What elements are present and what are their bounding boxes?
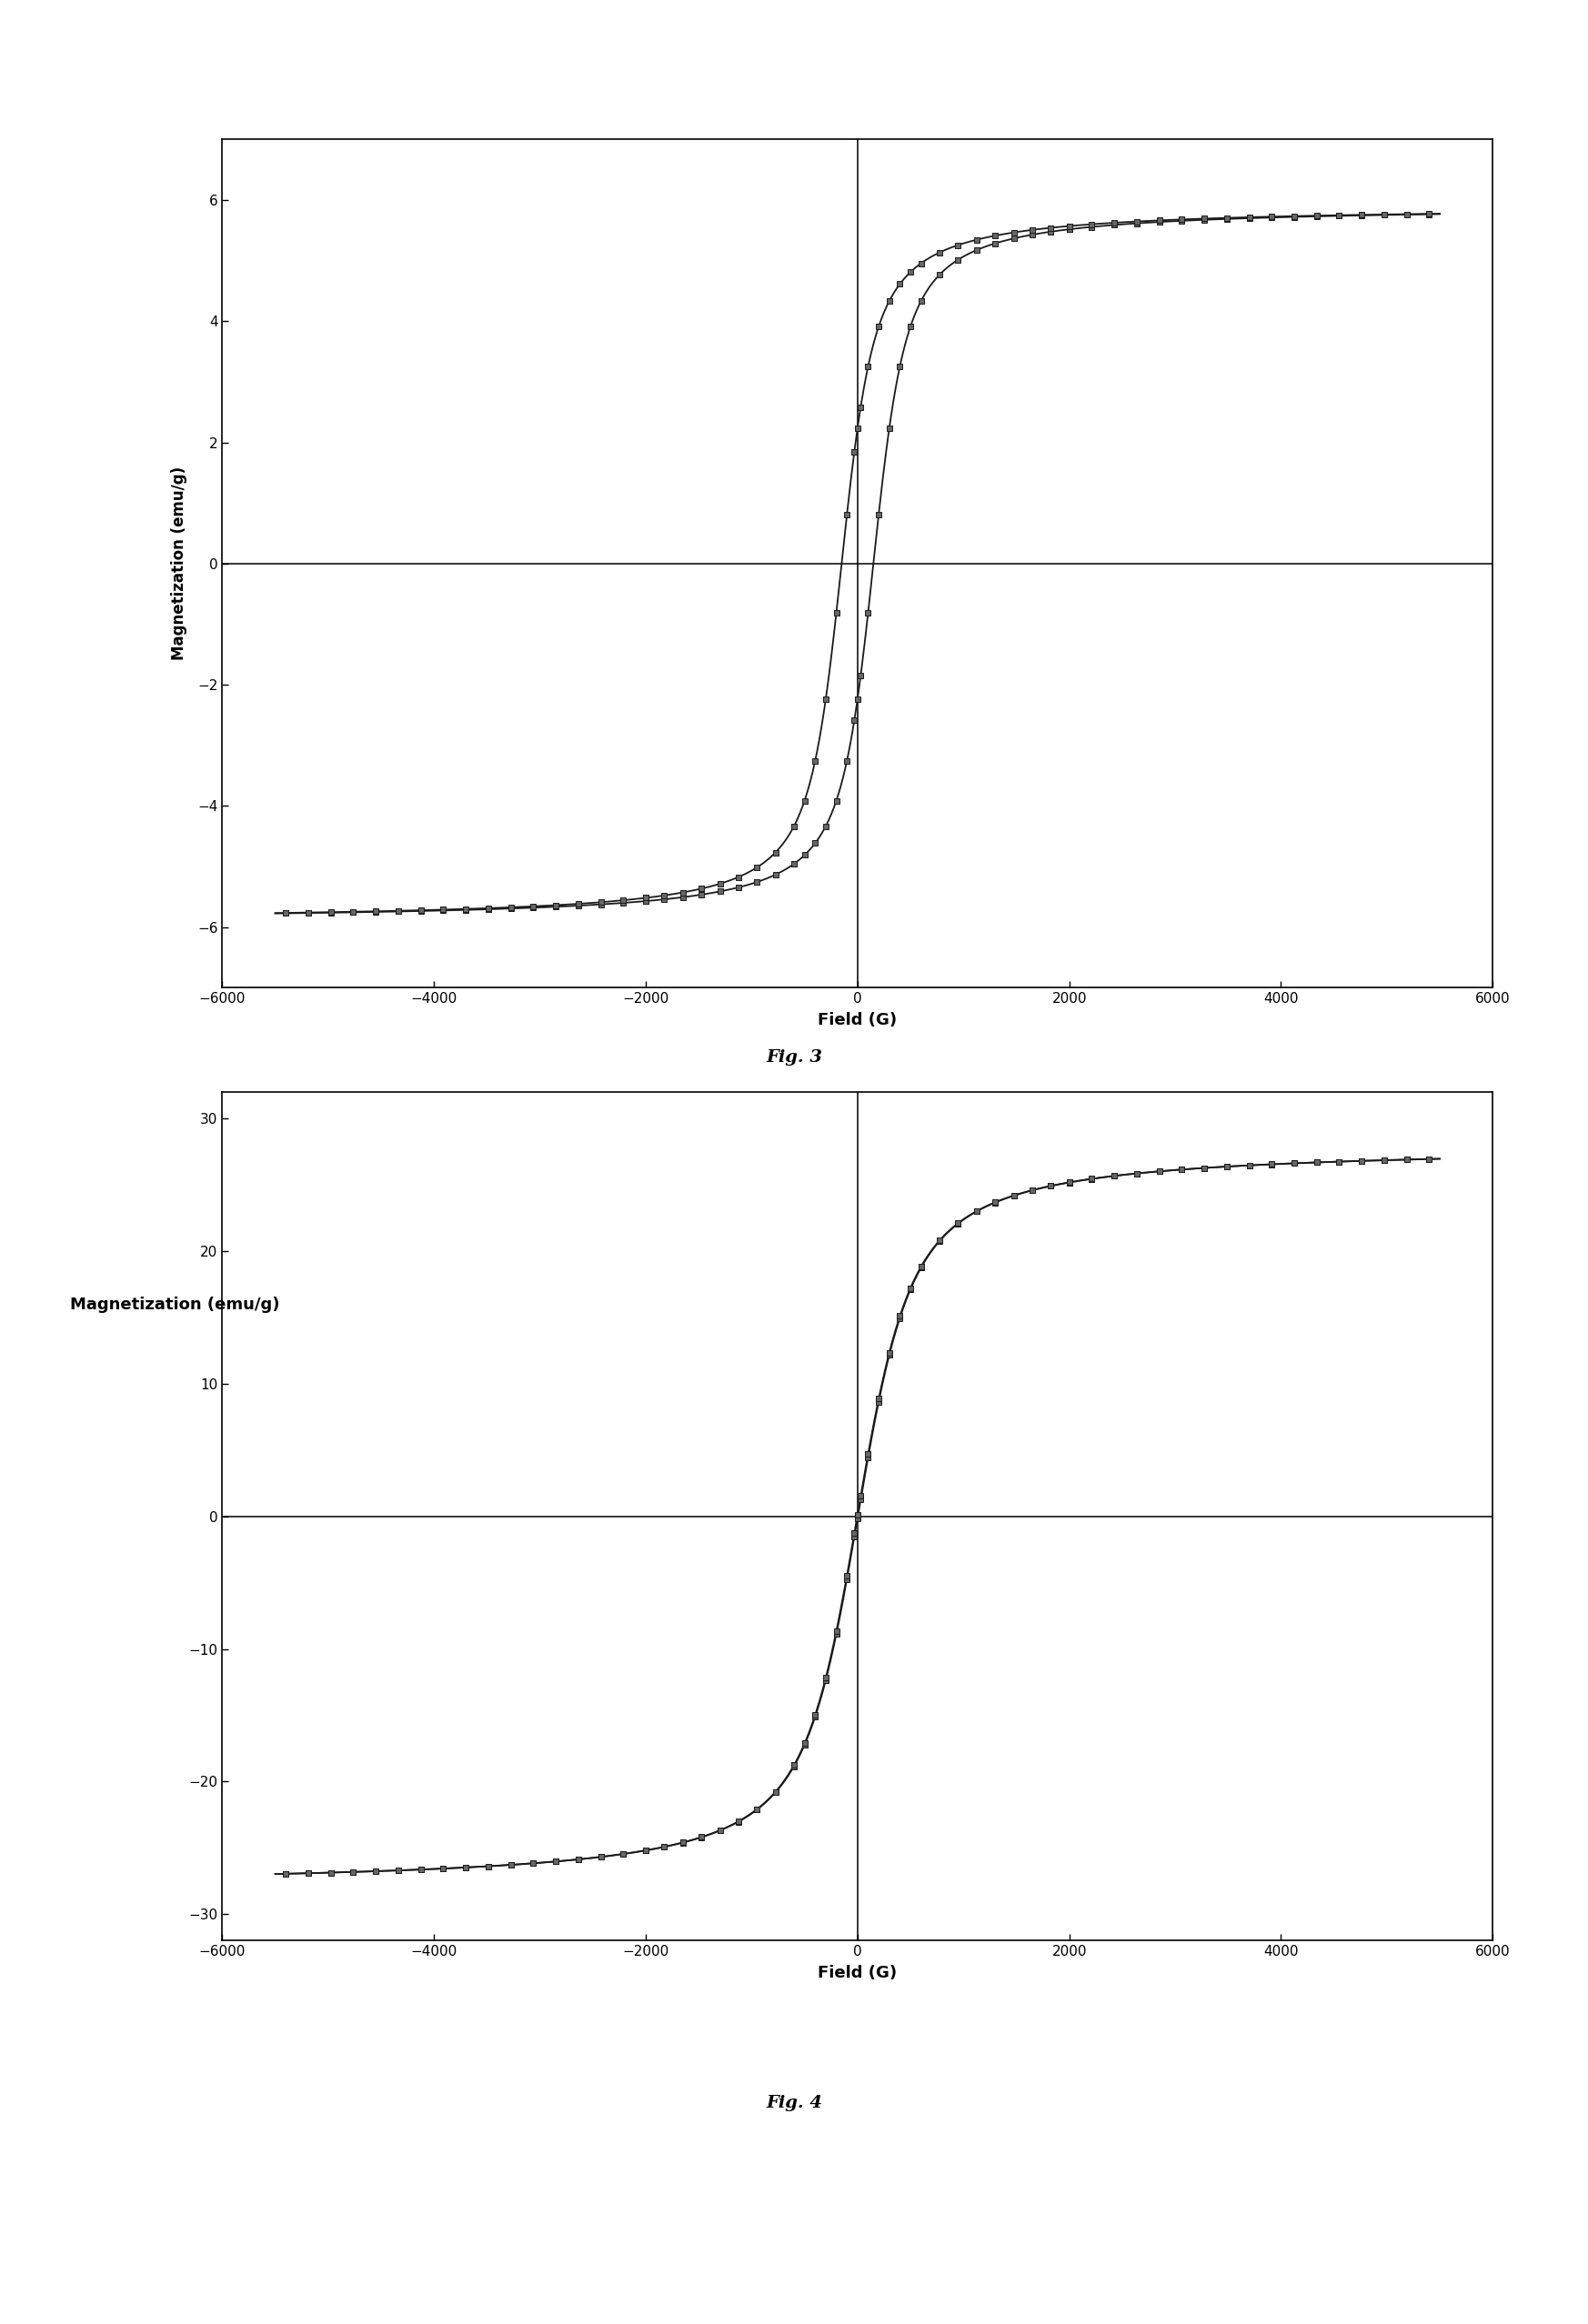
Text: Fig. 4: Fig. 4 — [765, 2094, 823, 2113]
Text: Fig. 3: Fig. 3 — [765, 1048, 823, 1067]
X-axis label: Field (G): Field (G) — [818, 1964, 897, 1982]
Y-axis label: Magnetization (emu/g): Magnetization (emu/g) — [172, 467, 187, 660]
Text: Magnetization (emu/g): Magnetization (emu/g) — [70, 1297, 279, 1313]
X-axis label: Field (G): Field (G) — [818, 1011, 897, 1030]
